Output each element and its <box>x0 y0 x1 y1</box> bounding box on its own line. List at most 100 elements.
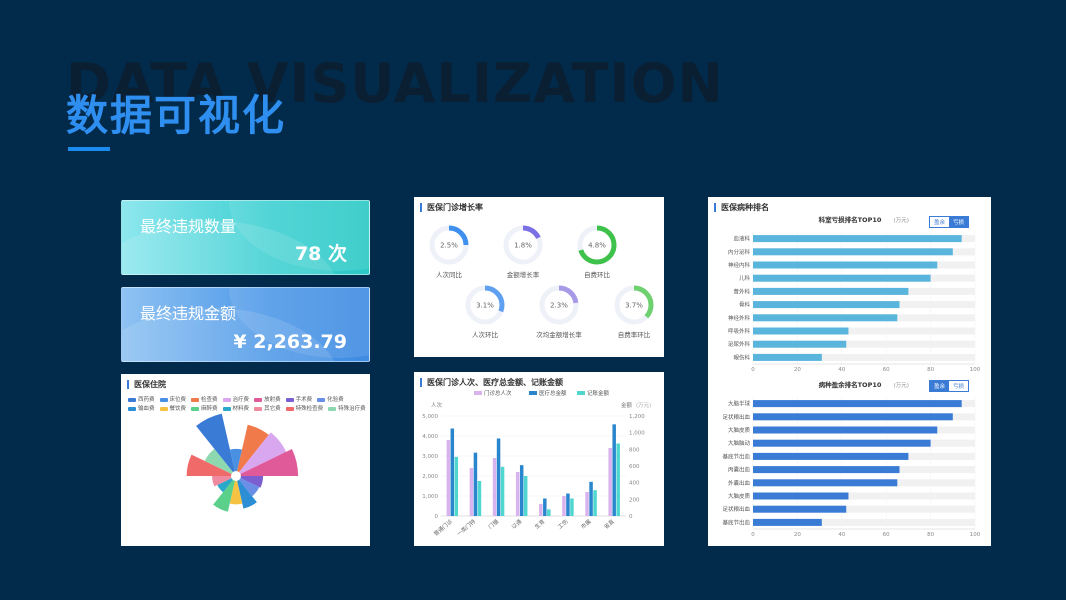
rose-slice[interactable] <box>236 476 264 488</box>
bar[interactable] <box>753 426 938 434</box>
bar[interactable] <box>753 301 900 309</box>
legend-item[interactable]: 特殊检查费 <box>285 404 323 412</box>
donut-label: 次均金额增长率 <box>536 331 582 339</box>
bar[interactable] <box>593 490 597 516</box>
rose-slice[interactable] <box>236 476 260 497</box>
bar[interactable] <box>492 458 497 516</box>
rose-slice[interactable] <box>204 448 236 476</box>
bar[interactable] <box>753 492 849 500</box>
bar[interactable] <box>477 481 482 516</box>
legend-label: 麻醉费 <box>201 406 218 412</box>
legend-item[interactable]: 餐饮费 <box>159 404 186 412</box>
y-tick-left: 2,000 <box>422 474 438 480</box>
legend-label: 检查费 <box>201 397 218 403</box>
rose-slice[interactable] <box>236 449 299 476</box>
bar[interactable] <box>454 456 459 516</box>
bar[interactable] <box>570 498 574 517</box>
y-category-label: 足状粮出血 <box>722 505 750 513</box>
bar[interactable] <box>450 428 455 517</box>
donut-value: 3.1% <box>476 302 494 310</box>
bar[interactable] <box>753 439 931 447</box>
bar[interactable] <box>753 353 822 361</box>
rose-slice[interactable] <box>236 424 269 476</box>
donut-gauge: 3.7% <box>614 285 654 325</box>
legend-item[interactable]: 治疗费 <box>222 395 250 403</box>
inpatient-card: 医保住院 西药费 床位费 检查费 治疗费 放射费 手术费 化验费 输血费 餐饮费 麻醉费 材料费 其… <box>121 374 370 546</box>
bar-track <box>753 340 975 348</box>
bar[interactable] <box>753 505 847 513</box>
bar[interactable] <box>547 509 551 516</box>
bar[interactable] <box>753 400 962 408</box>
rose-slice[interactable] <box>236 476 257 509</box>
toggle-loss[interactable]: 亏损 <box>949 217 969 227</box>
bar[interactable] <box>519 465 524 516</box>
bar[interactable] <box>562 496 566 516</box>
legend-item[interactable]: 材料费 <box>222 404 249 412</box>
title-underline <box>68 147 110 151</box>
donut-value: 1.8% <box>514 242 532 250</box>
x-tick-label: 40 <box>838 367 845 373</box>
legend-item[interactable]: 手术费 <box>285 395 312 403</box>
bar[interactable] <box>753 235 962 243</box>
legend-item[interactable]: 化验费 <box>317 395 344 403</box>
bar[interactable] <box>612 424 616 516</box>
bar[interactable] <box>753 248 953 256</box>
donut-arc <box>614 285 654 325</box>
toggle-surplus[interactable]: 盈余 <box>930 381 950 391</box>
rose-slice[interactable] <box>217 476 236 493</box>
legend-item[interactable]: 特殊治疗费 <box>328 404 366 412</box>
legend-label: 床位费 <box>169 397 187 403</box>
legend-item[interactable]: 其它费 <box>254 404 281 412</box>
rose-slice[interactable] <box>229 448 243 476</box>
toggle-surplus[interactable]: 盈余 <box>934 220 946 226</box>
bar[interactable] <box>585 492 589 516</box>
bar[interactable] <box>469 468 474 516</box>
toggle-loss[interactable]: 亏损 <box>953 384 965 390</box>
rose-slice[interactable] <box>229 476 243 505</box>
bar[interactable] <box>753 327 849 335</box>
bar[interactable] <box>753 479 898 487</box>
bar[interactable] <box>473 452 478 516</box>
y-tick-right: 400 <box>629 481 640 487</box>
bar[interactable] <box>753 274 931 282</box>
bar[interactable] <box>566 493 570 517</box>
legend: 输血费 餐饮费 麻醉费 材料费 其它费 特殊检查费 特殊治疗费 <box>128 404 371 412</box>
bar[interactable] <box>753 413 953 421</box>
bar[interactable] <box>753 340 847 348</box>
rose-slice[interactable] <box>196 413 236 476</box>
bar[interactable] <box>616 443 620 517</box>
y-category-label: 普外科 <box>733 287 750 295</box>
legend-swatch <box>474 391 482 395</box>
rose-slice[interactable] <box>186 454 236 476</box>
bar[interactable] <box>753 314 898 322</box>
bar[interactable] <box>753 261 938 269</box>
kpi-value: 78 次 <box>294 243 347 265</box>
x-tick-label: 门慢 <box>487 517 501 531</box>
bar[interactable] <box>523 476 528 516</box>
legend-item[interactable]: 床位费 <box>159 395 187 403</box>
rose-slice[interactable] <box>236 432 287 476</box>
legend-item[interactable]: 西药费 <box>128 395 155 403</box>
bar[interactable] <box>753 518 822 526</box>
legend-item[interactable]: 输血费 <box>128 404 155 412</box>
rose-slice[interactable] <box>213 476 236 512</box>
legend-label: 治疗费 <box>232 397 250 403</box>
bar[interactable] <box>753 287 909 295</box>
rose-slice[interactable] <box>212 476 236 487</box>
y-category-label: 足状粮出血 <box>722 413 750 421</box>
bar[interactable] <box>500 466 505 516</box>
legend-item[interactable]: 放射费 <box>254 395 281 403</box>
bar[interactable] <box>515 472 520 516</box>
bar[interactable] <box>753 466 900 474</box>
y-category-label: 外囊出血 <box>728 479 751 487</box>
bar[interactable] <box>446 440 451 516</box>
bar[interactable] <box>543 498 547 517</box>
legend-item[interactable]: 检查费 <box>191 395 218 403</box>
bar[interactable] <box>753 452 909 460</box>
bar[interactable] <box>539 504 543 516</box>
bar[interactable] <box>608 448 612 516</box>
bar[interactable] <box>496 438 501 517</box>
bar[interactable] <box>589 481 593 516</box>
ranking-bar-charts: 科室亏损排名TOP10 (万元) 0 20 40 60 80 100 血液科内分泌科神经内科儿科… <box>722 215 980 538</box>
legend-item[interactable]: 麻醉费 <box>191 404 218 412</box>
